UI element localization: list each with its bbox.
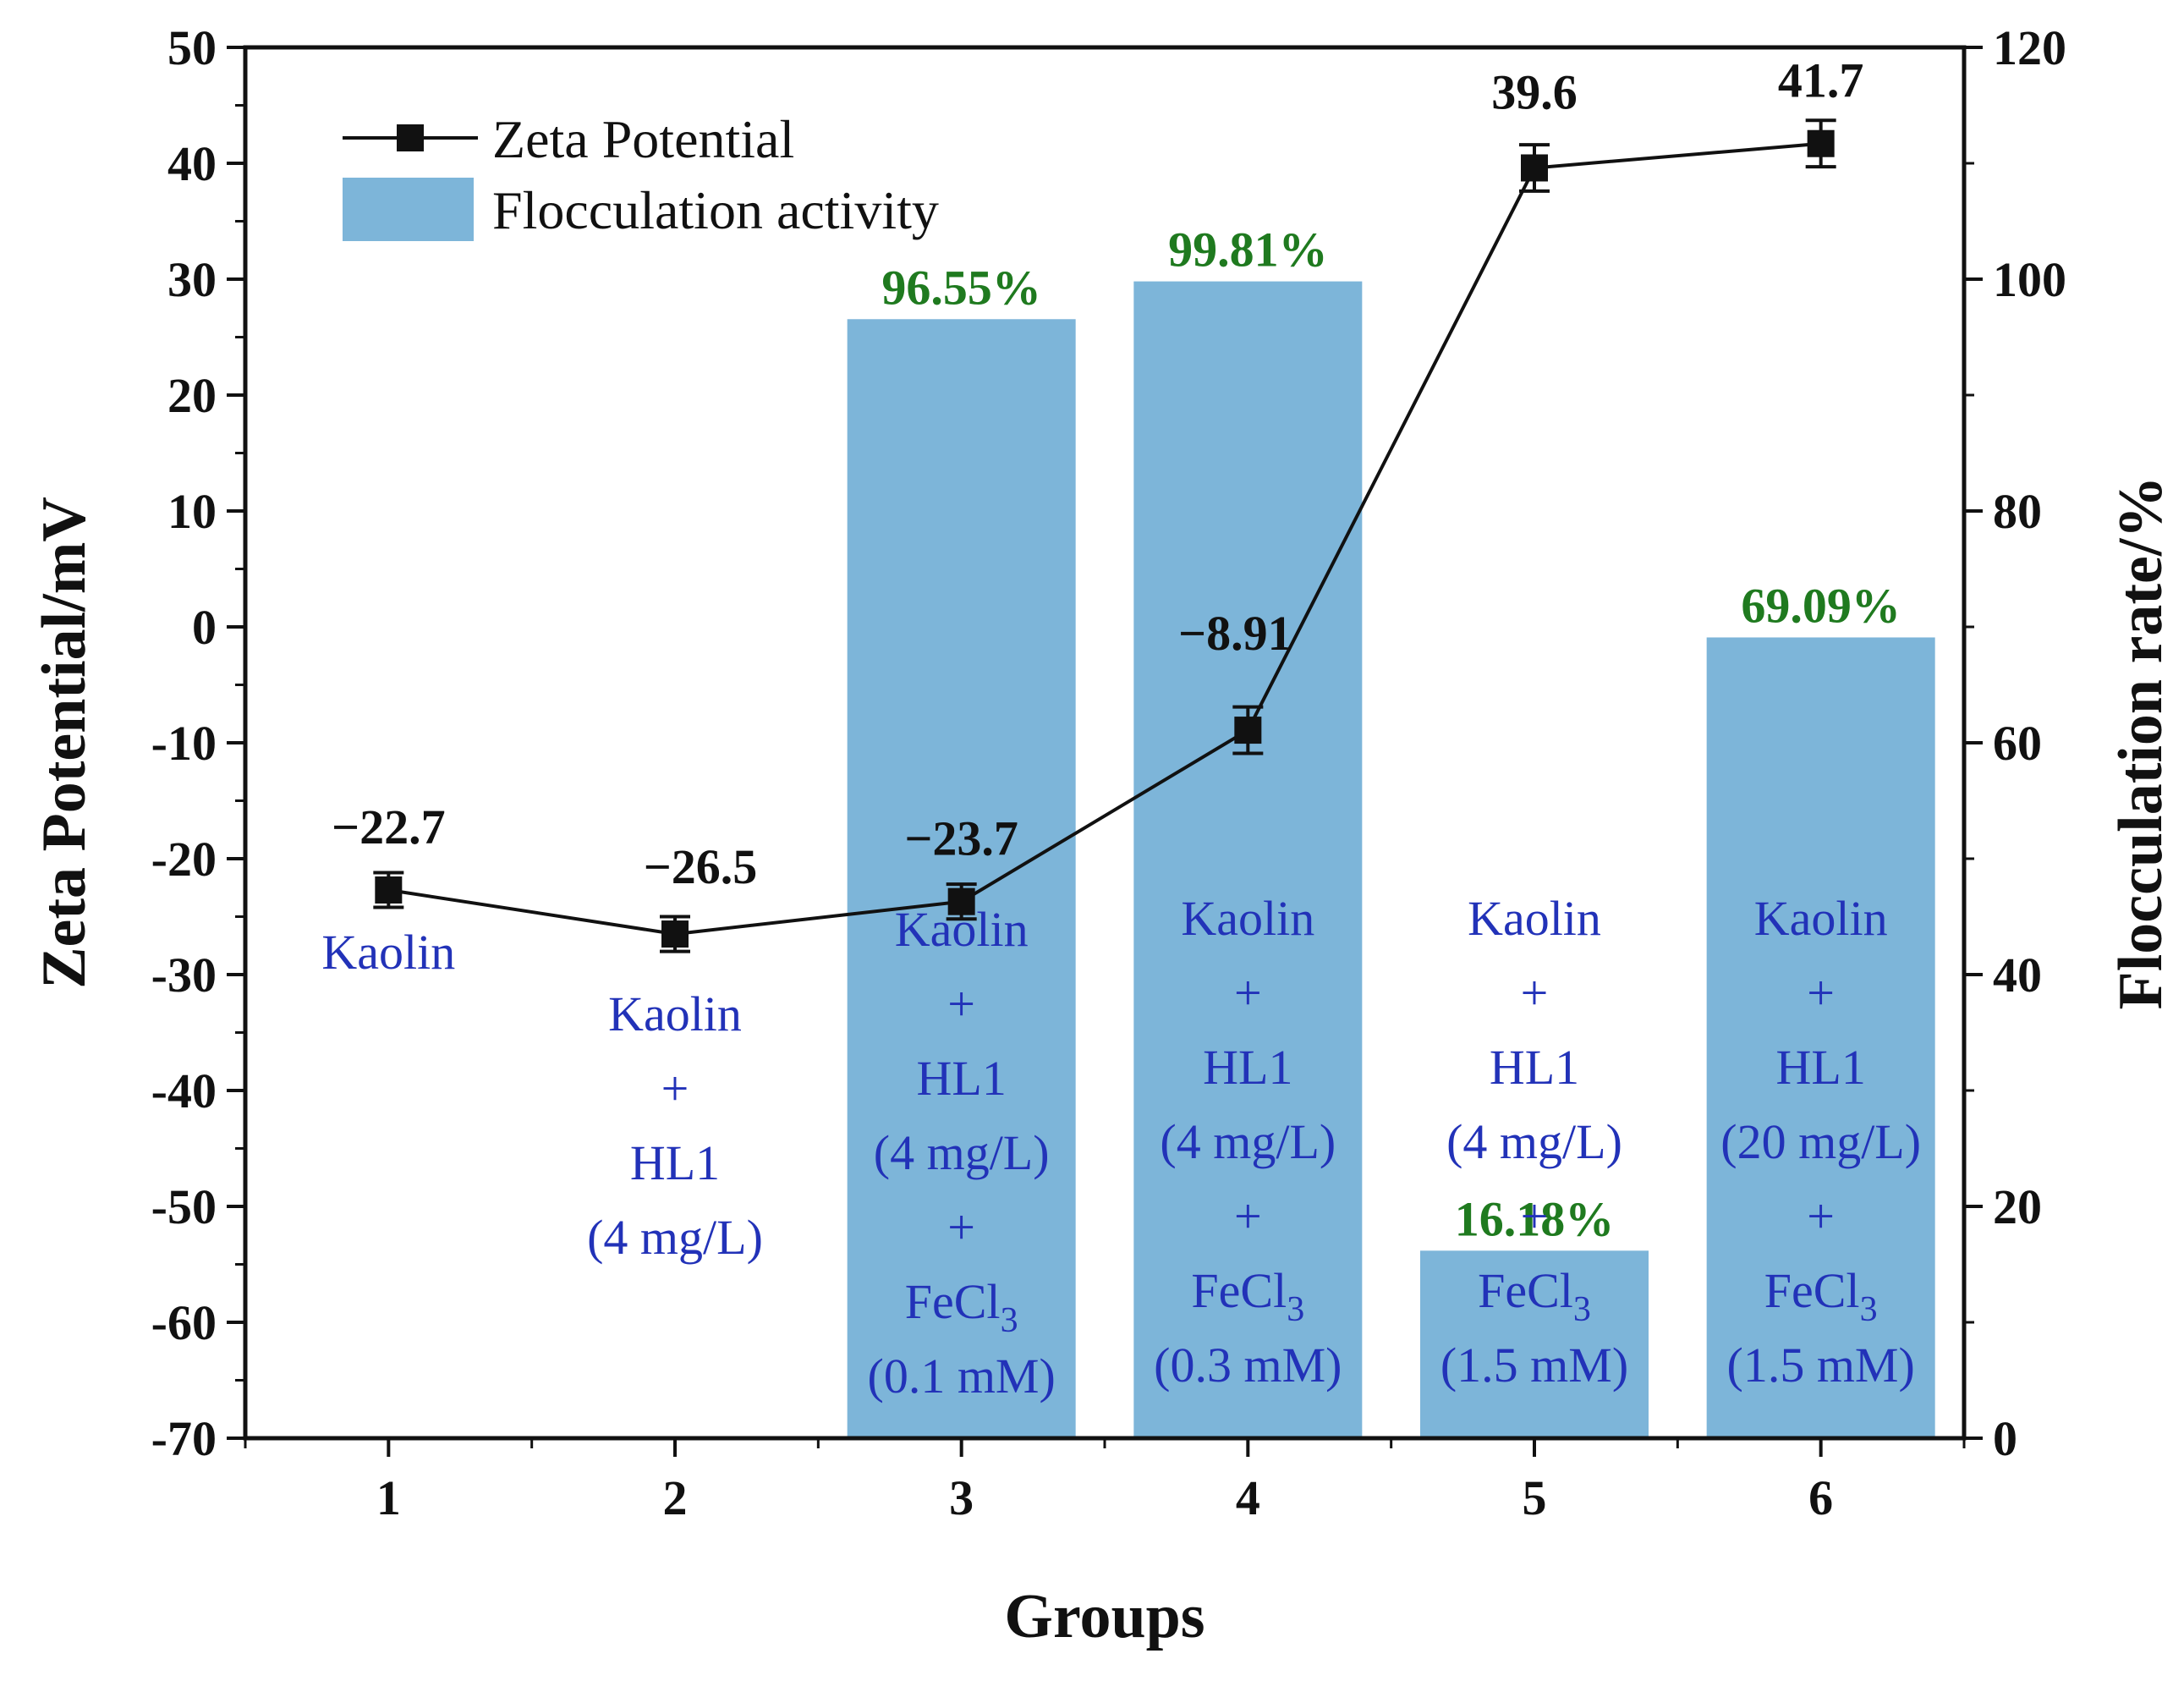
right-tick-label-6: 20 [1993,1179,2042,1234]
group-6-label-line-2: + [1807,965,1835,1020]
legend-label-flocculation: Flocculation activity [492,180,939,240]
legend-label-zeta: Zeta Potential [492,109,794,169]
zeta-marker-1 [375,876,403,904]
x-tick-label-3: 3 [949,1470,974,1525]
zeta-label-5: 39.6 [1491,64,1578,119]
group-6-label-line-6: FeCl3 [1764,1263,1878,1329]
right-tick-label-5: 40 [1993,948,2042,1003]
group-2-label-line-4: (4 mg/L) [587,1210,763,1265]
left-tick-label-5: 10 [167,484,217,539]
left-tick-label-7: -10 [151,716,217,771]
flocculation-label-3: 96.55% [881,260,1041,315]
group-labels-layer: Kaolin Kaolin + HL1 (4 mg/L) Kaolin + HL1 (4 mg/… [321,891,1921,1404]
group-5-label-line-4: (4 mg/L) [1446,1114,1622,1169]
x-tick-label-1: 1 [376,1470,401,1525]
left-tick-label-9: -30 [151,948,217,1003]
group-4-label-line-1: Kaolin [1181,891,1314,946]
left-tick-label-10: -40 [151,1063,217,1118]
group-5-label-line-2: + [1521,965,1549,1020]
flocculation-label-4: 99.81% [1168,222,1328,277]
group-6-label-line-4: (20 mg/L) [1720,1114,1921,1169]
left-tick-label-12: -60 [151,1295,217,1350]
flocculation-label-5: 16.18% [1455,1191,1615,1246]
group-3-label-line-6: FeCl3 [905,1274,1018,1340]
x-axis-title: Groups [1004,1582,1204,1651]
x-tick-label-2: 2 [663,1470,688,1525]
right-tick-label-3: 80 [1993,484,2042,539]
group-4-label-line-5: + [1234,1189,1262,1244]
zeta-potential-line [388,141,1821,937]
zeta-label-4: −8.91 [1178,606,1292,661]
group-4-label-line-7: (0.3 mM) [1154,1338,1342,1393]
right-axis-title: Flocculation rate/% [2106,476,2176,1010]
x-tick-label-4: 4 [1236,1470,1260,1525]
group-3-label-line-2: + [947,976,975,1031]
flocculation-bar-4 [1133,281,1363,1438]
bars-layer: 96.55% 99.81% 16.18% 69.09% [847,222,1935,1438]
group-4-label-line-2: + [1234,965,1262,1020]
group-2-label-line-1: Kaolin [608,986,742,1041]
group-3-label-line-3: HL1 [917,1051,1007,1106]
group-4-label-line-3: HL1 [1203,1040,1292,1095]
zeta-line-layer: −22.7 −26.5 −23.7 −8.91 39.6 41.7 [332,53,1864,953]
group-5-label-line-6: FeCl3 [1478,1263,1591,1329]
group-5-label-line-3: HL1 [1490,1040,1579,1095]
right-tick-label-2: 100 [1993,252,2066,307]
zeta-label-3: −23.7 [904,811,1018,866]
group-2-label-line-3: HL1 [630,1135,720,1190]
group-2-label-line-2: + [661,1061,689,1116]
zeta-marker-2 [661,920,689,948]
left-tick-label-4: 20 [167,368,217,423]
plot-frame [243,45,1967,1441]
legend: Zeta Potential Flocculation activity [343,109,939,241]
group-3-label-line-7: (0.1 mM) [868,1349,1056,1404]
legend-marker-symbol [397,124,424,151]
zeta-label-1: −22.7 [332,799,446,854]
right-tick-label-1: 120 [1993,20,2066,75]
axes-layer: 50403020100-10-20-30-40-50-60-7012010080… [151,20,2066,1525]
group-1-label-line-1: Kaolin [321,925,455,980]
zeta-marker-5 [1521,154,1548,182]
x-tick-label-5: 5 [1523,1470,1547,1525]
left-tick-label-13: -70 [151,1411,217,1466]
group-6-label-line-1: Kaolin [1754,891,1888,946]
group-4-label-line-6: FeCl3 [1191,1263,1304,1329]
group-5-label-line-5: + [1521,1189,1549,1244]
group-5-label-line-1: Kaolin [1468,891,1601,946]
group-4-label-line-4: (4 mg/L) [1160,1114,1336,1169]
left-tick-label-8: -20 [151,832,217,887]
x-tick-label-6: 6 [1808,1470,1833,1525]
flocculation-bar-3 [847,319,1076,1438]
group-5-label-line-7: (1.5 mM) [1440,1338,1628,1393]
zeta-label-2: −26.5 [644,839,758,894]
group-6-label-line-3: HL1 [1776,1040,1866,1095]
left-tick-label-6: 0 [192,600,217,655]
group-3-label-line-5: + [947,1200,975,1255]
zeta-label-6: 41.7 [1778,53,1864,108]
legend-bar-symbol [343,178,474,241]
flocculation-label-6: 69.09% [1741,578,1901,633]
flocculation-bar-6 [1706,637,1935,1438]
zeta-marker-6 [1807,129,1835,157]
axis-titles: Groups Zeta Potential/mV Flocculation rate… [30,476,2176,1651]
zeta-marker-4 [1234,717,1262,744]
left-tick-label-11: -50 [151,1179,217,1234]
group-3-label-line-4: (4 mg/L) [874,1125,1050,1180]
left-tick-label-2: 40 [167,136,217,191]
group-6-label-line-7: (1.5 mM) [1727,1338,1915,1393]
group-6-label-line-5: + [1807,1189,1835,1244]
right-tick-label-4: 60 [1993,716,2042,771]
left-tick-label-3: 30 [167,252,217,307]
right-tick-label-7: 0 [1993,1411,2017,1466]
left-axis-title: Zeta Potential/mV [30,497,99,989]
flocculation-bar-5 [1420,1250,1649,1438]
zeta-marker-3 [947,887,975,915]
left-tick-label-1: 50 [167,20,217,75]
